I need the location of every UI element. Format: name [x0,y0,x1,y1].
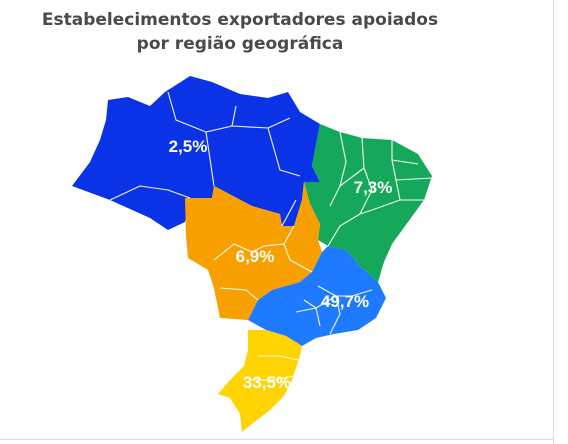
region-norte[interactable] [72,76,320,230]
frame-right-border [553,0,554,444]
brazil-map: 2,5% 7,3% 6,9% 49,7% 33,5% [72,76,433,432]
label-centro-oeste: 6,9% [236,247,275,266]
label-nordeste: 7,3% [354,178,393,197]
map-title-line-2: por região geográfica [136,34,344,54]
frame-bottom-border [0,439,553,440]
label-sudeste: 49,7% [321,292,369,311]
region-nordeste[interactable] [304,124,432,282]
map-title-line-1: Estabelecimentos exportadores apoiados [41,10,439,30]
region-sul[interactable] [218,330,302,432]
map-title: Estabelecimentos exportadores apoiados p… [40,8,440,56]
label-sul: 33,5% [243,373,291,392]
state-borders [109,91,433,381]
region-sudeste[interactable] [248,246,386,346]
label-norte: 2,5% [169,137,208,156]
